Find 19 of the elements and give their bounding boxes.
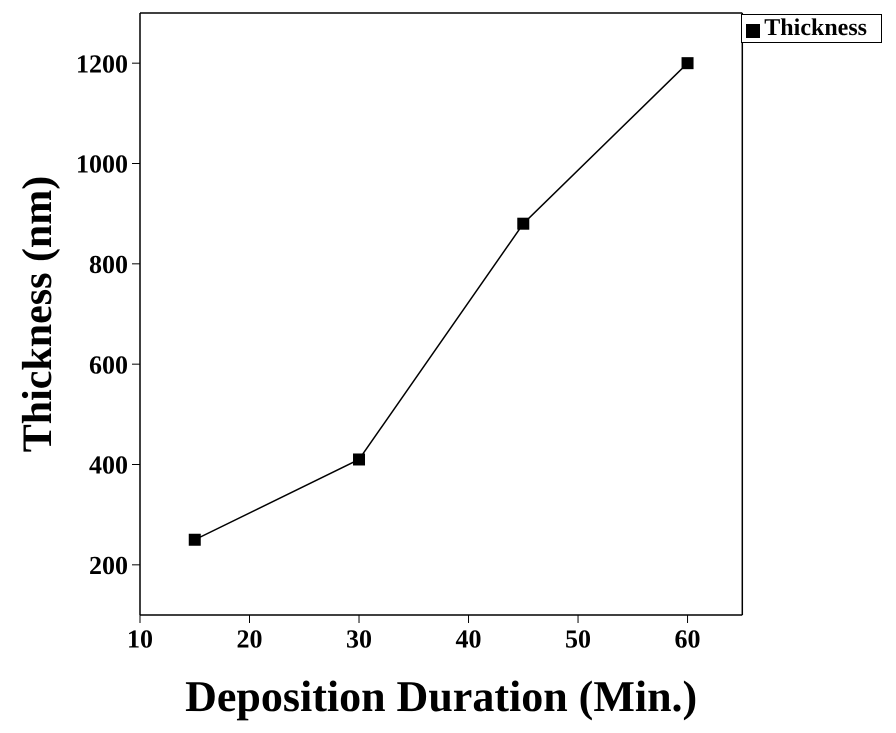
y-tick-label: 1200	[76, 49, 128, 78]
x-axis-title: Deposition Duration (Min.)	[185, 672, 698, 721]
point	[517, 218, 530, 230]
point	[682, 57, 694, 70]
point	[188, 534, 201, 546]
y-tick-label: 400	[89, 450, 128, 480]
y-tick-label: 200	[89, 551, 128, 580]
point	[353, 453, 366, 466]
x-tick-label: 20	[236, 624, 263, 654]
x-tick-label: 10	[127, 624, 153, 654]
y-axis-title: Thickness (nm)	[14, 176, 61, 452]
x-tick-label: 40	[456, 624, 482, 654]
y-tick-label: 800	[89, 250, 128, 280]
x-tick-label: 30	[346, 624, 372, 654]
x-tick-label: 60	[674, 624, 701, 654]
y-tick-label: 1000	[76, 150, 128, 179]
y-tick-label: 600	[89, 350, 128, 380]
legend-label: Thickness	[764, 15, 867, 41]
x-tick-label: 50	[565, 624, 592, 654]
